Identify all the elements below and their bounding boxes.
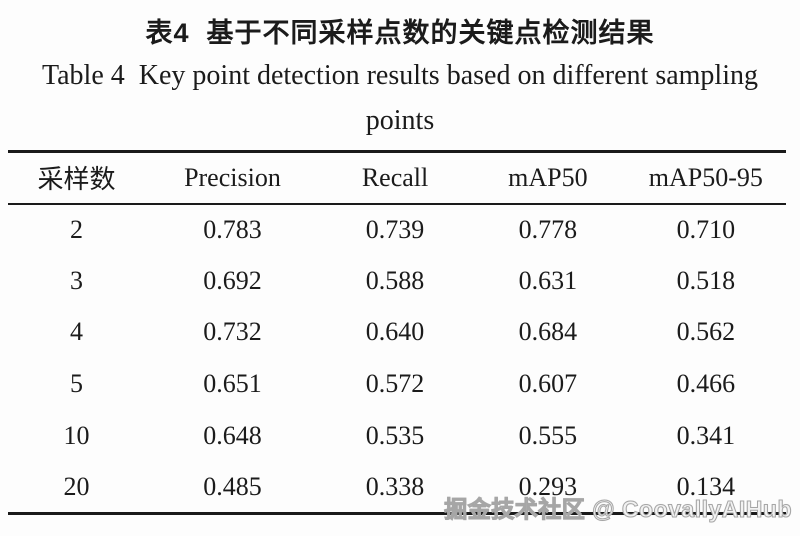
table-caption-chinese: 表4 基于不同采样点数的关键点检测结果 [145,18,655,48]
table-cell: 2 [69,214,83,244]
table-cell: 0.588 [365,265,425,295]
table-cell: 0.485 [203,471,262,501]
table-row: 4 0.732 0.640 0.684 0.562 [8,307,786,359]
table-body: 2 0.783 0.739 0.778 0.710 3 0.692 0.588 … [8,204,786,514]
table-cell: 0.783 [203,214,262,244]
table-row: 2 0.783 0.739 0.778 0.710 [8,204,786,256]
table-cell: 0.607 [518,369,578,399]
table-cell: 0.692 [203,265,262,295]
table-cell: 4 [69,317,83,347]
table-cell: 0.562 [676,317,736,347]
table-cell: 0.648 [203,420,262,450]
column-header-precision: Precision [184,162,281,192]
table-cell: 0.338 [365,471,425,501]
column-header-map50-95: mAP50-95 [648,162,763,192]
table-cell: 0.684 [518,317,578,347]
table-row: 5 0.651 0.572 0.607 0.466 [8,358,786,410]
table-cell: 0.293 [518,471,578,501]
table-cell: 0.518 [676,265,736,295]
table-cell: 0.466 [676,369,736,399]
table-cell: 0.555 [518,420,578,450]
table-cell: 0.341 [676,420,736,450]
table-cell: 0.732 [203,317,262,347]
table-cell: 0.572 [365,369,425,399]
table-header: 采样数 Precision Recall mAP50 mAP50-95 [8,152,786,204]
table-row: 10 0.648 0.535 0.555 0.341 [8,410,786,462]
table-cell: 0.651 [203,369,262,399]
table-cell: 5 [69,369,83,399]
table-cell: 0.134 [676,471,736,501]
table-row: 20 0.485 0.338 0.293 0.134 [8,461,786,513]
table-cell: 0.710 [676,214,736,244]
column-header-sampling-count: 采样数 [37,165,116,195]
table-cell: 20 [63,471,90,501]
column-header-recall: Recall [361,162,429,192]
table-cell: 0.778 [518,214,578,244]
table-cell: 0.535 [365,420,425,450]
table-cell: 3 [69,265,83,295]
table-row: 3 0.692 0.588 0.631 0.518 [8,255,786,307]
table-cell: 0.739 [365,214,425,244]
results-table: 采样数 Precision Recall mAP50 mAP50-95 2 0.… [8,150,786,515]
table-cell: 0.631 [518,265,578,295]
column-header-map50: mAP50 [508,162,588,192]
table-cell: 0.640 [365,317,425,347]
watermark: 掘金技术社区 @ CoovallyAIHub [444,496,792,523]
table-caption-english-line2: points [365,105,435,136]
table-header-row: 采样数 Precision Recall mAP50 mAP50-95 [8,152,786,204]
table-cell: 10 [63,420,90,450]
table-caption-english-line1: Table 4 Key point detection results base… [41,60,758,91]
